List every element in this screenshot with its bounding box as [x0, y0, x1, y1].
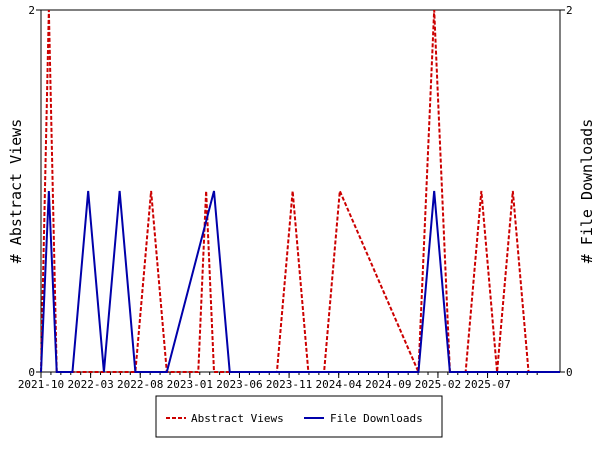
y-left-tick-label: 2 — [28, 4, 35, 17]
y-right-tick-label: 0 — [566, 366, 573, 379]
y-axis-right-title: # File Downloads — [578, 119, 596, 264]
legend-box — [155, 395, 443, 438]
y-axes: 0 2 0 2 — [28, 4, 572, 379]
x-tick-label: 2025-02 — [415, 378, 461, 391]
x-tick-label: 2021-10 — [18, 378, 64, 391]
x-tick-label: 2024-04 — [316, 378, 363, 391]
legend-label: File Downloads — [330, 412, 423, 425]
series-line-file-downloads — [40, 190, 560, 373]
x-tick-label: 2023-11 — [266, 378, 312, 391]
y-right-tick-label: 2 — [566, 4, 573, 17]
y-axis-left-title: # Abstract Views — [7, 119, 25, 264]
x-tick-label: 2022-03 — [67, 378, 113, 391]
legend-label: Abstract Views — [191, 412, 284, 425]
x-tick-label: 2025-07 — [464, 378, 510, 391]
x-tick-label: 2022-08 — [117, 378, 163, 391]
legend: Abstract Views File Downloads — [155, 395, 443, 438]
x-tick-label: 2023-01 — [167, 378, 213, 391]
y-left-tick-label: 0 — [28, 366, 35, 379]
x-axis: 2021-10 2022-03 2022-08 2023-01 2023-06 2023-… — [18, 372, 538, 391]
x-tick-label: 2024-09 — [365, 378, 411, 391]
x-tick-label: 2023-06 — [216, 378, 262, 391]
series-layer — [40, 9, 560, 373]
